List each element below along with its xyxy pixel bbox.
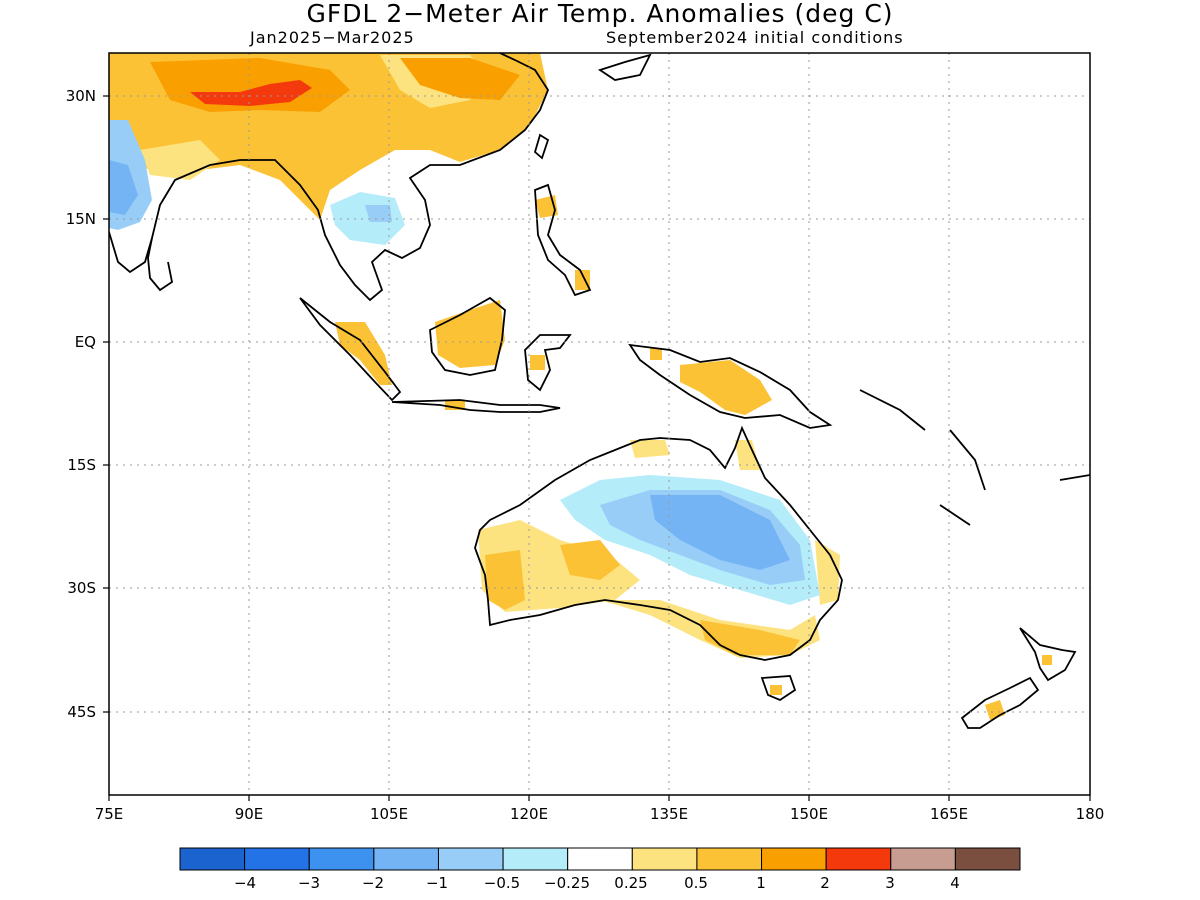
australia-cold-core (650, 495, 790, 570)
nz-warm (985, 700, 1005, 720)
mindanao-warm (575, 270, 590, 290)
latitude-labels: 30N 15N EQ 15S 30S 45S (66, 87, 96, 721)
colorbar-label: 0.5 (684, 874, 708, 892)
colorbar-swatch (631, 847, 698, 871)
colorbar-swatch (761, 847, 827, 871)
colorbar-swatch (244, 847, 310, 871)
colorbar-label: −0.25 (544, 874, 590, 892)
lon-label-75e: 75E (95, 805, 124, 823)
india-cold-core (109, 160, 138, 215)
borneo (429, 296, 506, 376)
borneo-warm (435, 300, 505, 368)
lon-label-180: 180 (1076, 805, 1105, 823)
nz-north-island (1019, 627, 1077, 682)
png-warm (650, 348, 662, 360)
lon-label-150e: 150E (790, 805, 828, 823)
indochina-cold-core (365, 205, 392, 222)
taiwan (533, 133, 550, 160)
colorbar-label: −0.5 (484, 874, 520, 892)
sumatra (299, 297, 402, 402)
tick-marks (103, 95, 1091, 801)
tibet-orange-2 (400, 58, 520, 100)
lon-label-135e: 135E (650, 805, 688, 823)
anomaly-field (109, 53, 1052, 720)
lat-label-eq: EQ (75, 333, 96, 351)
lat-label-30s: 30S (67, 579, 96, 597)
initial-conditions: September2024 initial conditions (606, 28, 904, 47)
colorbar-swatch (825, 847, 892, 871)
map-frame (108, 52, 1091, 796)
colorbar-swatches (179, 847, 1021, 871)
java (391, 399, 561, 413)
lat-label-15s: 15S (67, 456, 96, 474)
australia-warm-west-core (485, 550, 525, 610)
colorbar-labels: −4 −3 −2 −1 −0.5 −0.25 0.25 0.5 1 2 3 4 (234, 874, 960, 892)
colorbar-swatch (502, 847, 569, 871)
lon-label-105e: 105E (370, 805, 408, 823)
sumatra-warm (335, 322, 392, 385)
map-title: GFDL 2−Meter Air Temp. Anomalies (deg C) (306, 0, 894, 28)
colorbar-swatch (373, 847, 439, 871)
colorbar-label: 0.25 (614, 874, 647, 892)
australia-warm-north (630, 440, 670, 458)
nz-south-island (960, 676, 1040, 729)
asia-coastline (109, 53, 550, 302)
nz-warm-north (1042, 655, 1052, 665)
australia-warm-cape (735, 440, 760, 470)
longitude-labels: 75E 90E 105E 120E 135E 150E 165E 180 (95, 805, 1105, 823)
colorbar-label: 2 (820, 874, 830, 892)
australia (474, 425, 843, 661)
colorbar-label: −3 (298, 874, 320, 892)
new-guinea-warm (680, 360, 772, 415)
colorbar-swatch (437, 847, 504, 871)
colorbar-swatch (179, 847, 246, 871)
australia-warm-east (815, 540, 840, 605)
colorbar-label: 1 (756, 874, 766, 892)
colorbar-swatch (696, 847, 763, 871)
sulawesi-warm (530, 355, 545, 370)
tibet-red (190, 80, 312, 106)
graticule (109, 53, 1090, 795)
colorbar-swatch (954, 847, 1021, 871)
colorbar-label: −4 (234, 874, 256, 892)
colorbar-label: 4 (950, 874, 960, 892)
philippines (534, 183, 592, 297)
tasmania-warm (770, 685, 782, 695)
lat-label-15n: 15N (66, 210, 96, 228)
australia-warm-south-core (700, 620, 800, 655)
lon-label-90e: 90E (235, 805, 264, 823)
colorbar-label: 3 (885, 874, 895, 892)
colorbar-swatch (308, 847, 375, 871)
japan-korea (597, 53, 652, 81)
lon-label-165e: 165E (930, 805, 968, 823)
forecast-period: Jan2025−Mar2025 (250, 28, 415, 47)
colorbar-label: −1 (426, 874, 448, 892)
colorbar-swatch (890, 847, 956, 871)
colorbar-swatch (567, 847, 633, 871)
lon-label-120e: 120E (510, 805, 548, 823)
india-east-coast (147, 237, 174, 292)
australia-warm-west-core-2 (560, 540, 620, 580)
sulawesi (524, 334, 572, 392)
new-guinea (628, 343, 833, 429)
colorbar-label: −2 (362, 874, 384, 892)
lat-label-45s: 45S (67, 703, 96, 721)
coastlines (109, 53, 1090, 729)
solomon-vanuatu (859, 389, 1090, 526)
colorbar: −4 −3 −2 −1 −0.5 −0.25 0.25 0.5 1 2 3 4 (179, 847, 1021, 892)
lat-label-30n: 30N (66, 87, 96, 105)
tasmania (760, 675, 797, 702)
